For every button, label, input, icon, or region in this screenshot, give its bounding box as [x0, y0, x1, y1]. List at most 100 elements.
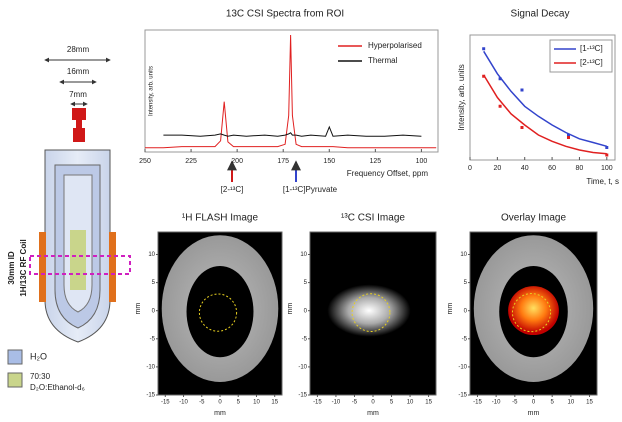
y-tick-label: 0 — [464, 308, 468, 314]
x-tick-label: 100 — [416, 158, 428, 165]
legend-label: [2-¹³C] — [580, 58, 603, 67]
y-tick-label: -10 — [146, 364, 155, 370]
annotation: [1-¹³C]Pyruvate — [283, 185, 338, 194]
x-tick-label: -5 — [512, 400, 518, 406]
fit-line — [483, 74, 607, 155]
x-axis-label: Time, t, s — [586, 177, 619, 186]
x-tick-label: 100 — [601, 165, 613, 172]
image-title: Overlay Image — [501, 213, 566, 224]
x-axis-label: mm — [367, 410, 379, 417]
x-tick-label: 80 — [576, 165, 584, 172]
legend-label: D₂O:Ethanol-d₆ — [30, 383, 85, 392]
x-axis-label: mm — [528, 410, 540, 417]
y-tick-label: -10 — [298, 364, 307, 370]
y-tick-label: -15 — [458, 393, 467, 399]
x-tick-label: 0 — [532, 400, 536, 406]
dim-label: 28mm — [67, 45, 90, 54]
y-tick-label: -5 — [150, 336, 156, 342]
y-axis-label: mm — [287, 303, 294, 315]
x-tick-label: 10 — [253, 400, 260, 406]
x-tick-label: 60 — [548, 165, 556, 172]
data-point — [520, 88, 524, 92]
x-tick-label: -10 — [332, 400, 341, 406]
x-tick-label: 125 — [370, 158, 382, 165]
x-tick-label: 5 — [551, 400, 555, 406]
y-tick-label: -15 — [298, 393, 307, 399]
x-tick-label: 0 — [218, 400, 222, 406]
x-tick-label: -5 — [199, 400, 205, 406]
legend-label: Hyperpolarised — [368, 41, 422, 50]
x-tick-label: 200 — [231, 158, 243, 165]
data-point — [605, 146, 609, 149]
x-tick-label: 5 — [390, 400, 394, 406]
legend-label: H₂O — [30, 351, 47, 361]
x-tick-label: 15 — [425, 400, 432, 406]
x-tick-label: 20 — [493, 165, 501, 172]
x-tick-label: 225 — [185, 158, 197, 165]
legend-label: Thermal — [368, 56, 398, 65]
y-tick-label: -5 — [462, 336, 468, 342]
x-tick-label: 15 — [586, 400, 593, 406]
csi-signal — [327, 284, 411, 337]
roi-circle — [511, 293, 552, 333]
x-tick-label: -5 — [352, 400, 358, 406]
chart-title: Signal Decay — [511, 9, 570, 20]
dim-label: 16mm — [67, 67, 90, 76]
plot-frame — [469, 34, 616, 161]
x-tick-label: 40 — [521, 165, 529, 172]
probe-diagram: 28mm 16mm 7mm 30mm ID 1H/13C RF Coil H₂O… — [7, 45, 131, 392]
y-axis-label: Intensity, arb. units — [457, 64, 466, 131]
x-tick-label: 250 — [139, 158, 151, 165]
y-tick-label: -5 — [302, 336, 308, 342]
data-point — [520, 126, 524, 129]
x-tick-label: 5 — [237, 400, 241, 406]
plot-frame — [144, 29, 439, 153]
roi-circle — [351, 293, 391, 333]
x-tick-label: 150 — [323, 158, 335, 165]
data-point — [482, 74, 486, 78]
data-point — [482, 47, 486, 51]
overlay-signal — [508, 286, 559, 336]
y-axis-label: mm — [447, 303, 454, 315]
y-tick-label: 5 — [304, 280, 308, 286]
y-axis-label: mm — [135, 303, 142, 315]
y-tick-label: -15 — [146, 393, 155, 399]
y-tick-label: 10 — [460, 252, 467, 258]
x-tick-label: -10 — [179, 400, 188, 406]
y-tick-label: 0 — [152, 308, 156, 314]
x-tick-label: -10 — [492, 400, 501, 406]
x-tick-label: 0 — [468, 165, 472, 172]
spectrum-line — [145, 34, 437, 149]
y-tick-label: 10 — [300, 252, 307, 258]
x-axis-label: mm — [214, 410, 226, 417]
y-tick-label: -10 — [458, 364, 467, 370]
x-tick-label: 10 — [407, 400, 414, 406]
x-axis-label: Frequency Offset, ppm — [347, 169, 429, 178]
fit-line — [483, 50, 608, 148]
image-title: ¹³C CSI Image — [341, 213, 405, 224]
y-tick-label: 0 — [304, 308, 308, 314]
annotation: [2-¹³C] — [221, 185, 244, 194]
data-point — [605, 153, 609, 157]
y-tick-label: 5 — [464, 280, 468, 286]
dim-label: 7mm — [69, 90, 87, 99]
x-tick-label: -15 — [313, 400, 322, 406]
x-tick-label: 0 — [371, 400, 375, 406]
legend-label: [1-¹³C] — [580, 44, 603, 53]
side-label: 30mm ID — [7, 251, 16, 285]
legend-label: 70:30 — [30, 372, 51, 381]
x-tick-label: 10 — [568, 400, 575, 406]
data-point — [566, 133, 570, 137]
data-point — [498, 77, 502, 81]
legend-box — [549, 39, 613, 73]
data-point — [498, 104, 502, 108]
x-tick-label: 175 — [277, 158, 289, 165]
x-tick-label: -15 — [161, 400, 170, 406]
chart-title: 13C CSI Spectra from ROI — [226, 9, 344, 20]
spectrum-line — [163, 125, 422, 137]
side-label: 1H/13C RF Coil — [19, 239, 28, 296]
y-tick-label: 5 — [152, 280, 156, 286]
y-axis-label: Intensity, arb. units — [149, 66, 155, 116]
roi-circle — [198, 293, 238, 332]
